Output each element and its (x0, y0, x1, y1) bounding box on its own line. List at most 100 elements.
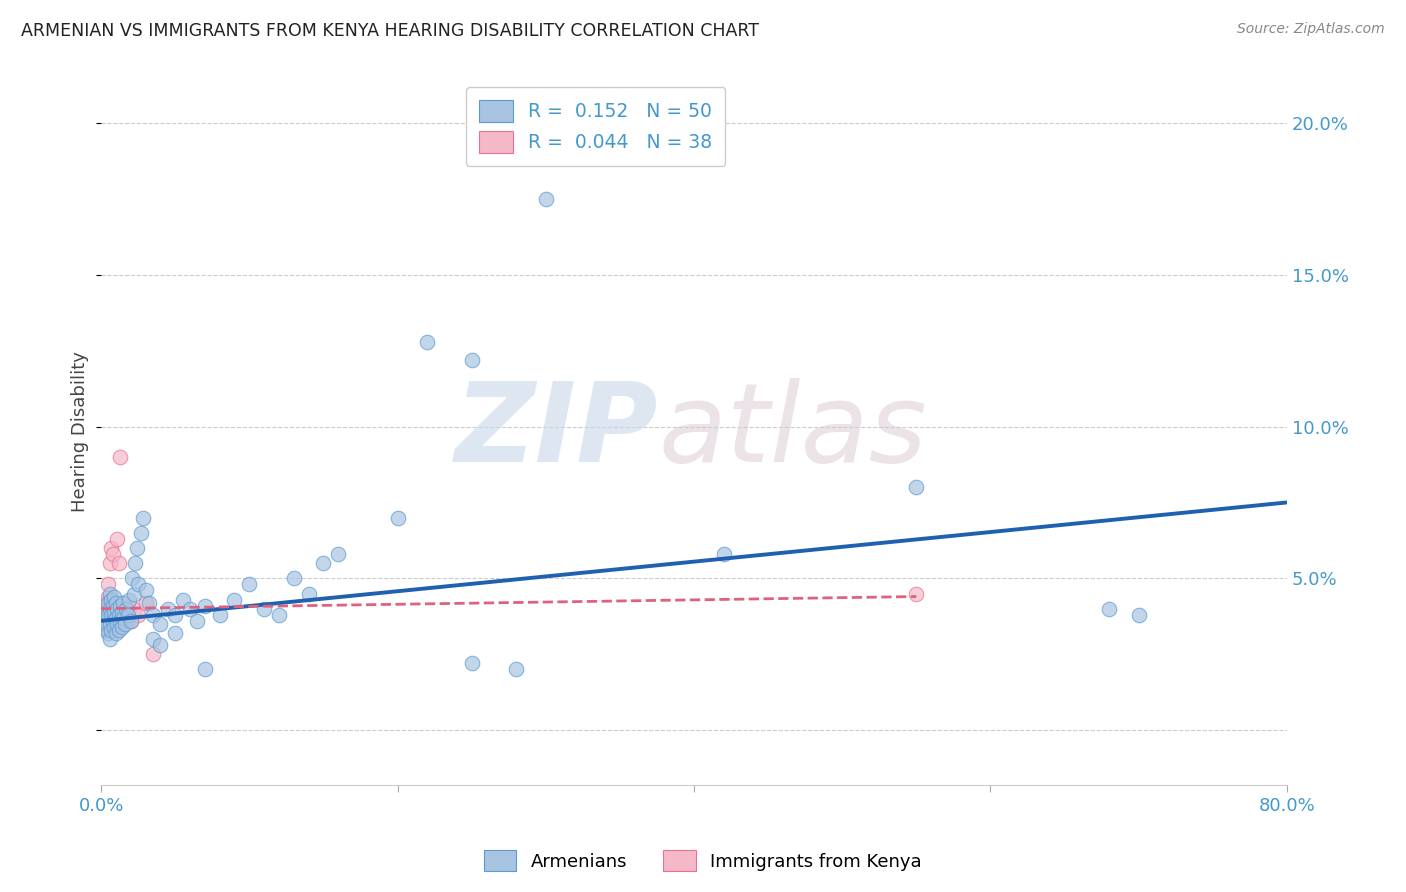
Point (100, 611, 122, 625)
Text: ZIP: ZIP (456, 377, 658, 484)
Point (96, 623, 118, 637)
Point (122, 601, 145, 615)
Point (101, 614, 124, 628)
Point (100, 592, 122, 607)
Point (253, 601, 276, 615)
Legend: R =  0.152   N = 50, R =  0.044   N = 38: R = 0.152 N = 50, R = 0.044 N = 38 (467, 87, 725, 166)
Point (96, 601, 118, 615)
Point (713, 547, 735, 561)
Point (104, 611, 127, 625)
Point (98, 616, 121, 631)
Point (94, 614, 117, 628)
Point (117, 607, 139, 622)
Point (194, 599, 217, 613)
Point (101, 599, 124, 613)
Point (97, 596, 120, 610)
Point (96, 607, 118, 622)
Point (142, 632, 165, 646)
Point (94, 607, 117, 622)
Text: ARMENIAN VS IMMIGRANTS FROM KENYA HEARING DISABILITY CORRELATION CHART: ARMENIAN VS IMMIGRANTS FROM KENYA HEARIN… (21, 22, 759, 40)
Point (101, 614, 124, 628)
Point (149, 638, 172, 652)
Point (105, 616, 128, 631)
Point (96, 596, 118, 610)
Point (505, 662, 527, 676)
Point (297, 586, 319, 600)
Point (110, 614, 132, 628)
Point (115, 601, 138, 615)
Point (117, 614, 139, 628)
Point (94, 623, 117, 637)
Point (460, 352, 482, 367)
Point (97, 626, 120, 640)
Point (142, 647, 165, 661)
Point (97, 577, 120, 591)
Point (125, 541, 148, 555)
Point (104, 623, 127, 637)
Point (97, 614, 120, 628)
Point (312, 556, 335, 570)
Point (224, 592, 246, 607)
Point (120, 614, 142, 628)
Point (124, 556, 146, 570)
Point (194, 662, 217, 676)
Point (103, 607, 125, 622)
Point (118, 601, 141, 615)
Point (98, 605, 121, 619)
Point (100, 607, 122, 622)
Point (103, 620, 125, 634)
Point (110, 599, 132, 613)
Point (100, 541, 122, 555)
Point (103, 590, 125, 604)
Point (105, 601, 128, 615)
Point (172, 592, 194, 607)
Y-axis label: Hearing Disability: Hearing Disability (72, 351, 89, 511)
Point (104, 611, 127, 625)
Point (96, 616, 118, 631)
Point (100, 623, 122, 637)
Point (905, 480, 928, 494)
Point (103, 620, 125, 634)
Point (1098, 601, 1121, 615)
Point (98, 616, 121, 631)
Point (114, 616, 136, 631)
Point (98, 632, 121, 646)
Point (112, 596, 135, 610)
Point (238, 577, 260, 591)
Point (98, 556, 121, 570)
Point (101, 547, 124, 561)
Point (104, 626, 127, 640)
Point (328, 547, 350, 561)
Point (208, 607, 231, 622)
Point (103, 605, 125, 619)
Point (135, 583, 157, 598)
Point (165, 626, 187, 640)
Point (179, 601, 201, 615)
Point (110, 450, 132, 464)
Point (97, 601, 120, 615)
Point (93, 620, 115, 634)
Legend: Armenians, Immigrants from Kenya: Armenians, Immigrants from Kenya (477, 843, 929, 879)
Point (97, 607, 120, 622)
Point (186, 614, 208, 628)
Text: atlas: atlas (658, 377, 927, 484)
Point (111, 605, 134, 619)
Point (387, 510, 409, 524)
Point (94, 601, 117, 615)
Point (108, 556, 131, 570)
Point (121, 571, 143, 585)
Point (100, 599, 122, 613)
Point (104, 596, 127, 610)
Point (98, 592, 121, 607)
Point (135, 596, 157, 610)
Point (93, 614, 115, 628)
Point (101, 601, 124, 615)
Point (105, 532, 128, 546)
Point (122, 586, 145, 600)
Point (108, 607, 131, 622)
Point (905, 586, 928, 600)
Point (1128, 607, 1150, 622)
Point (129, 525, 152, 540)
Point (131, 510, 153, 524)
Point (142, 607, 165, 622)
